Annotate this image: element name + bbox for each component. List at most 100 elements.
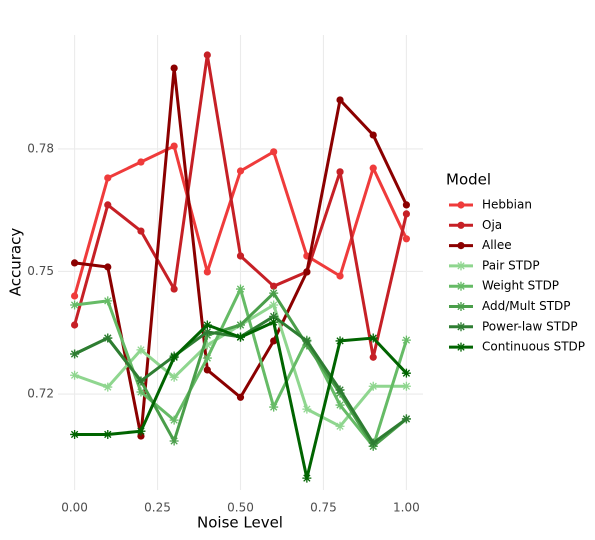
point xyxy=(402,201,411,209)
point xyxy=(335,421,345,431)
point xyxy=(202,327,212,337)
point xyxy=(103,296,113,306)
point xyxy=(236,393,245,401)
point xyxy=(335,385,345,395)
point xyxy=(401,414,411,424)
point xyxy=(269,300,279,310)
point xyxy=(269,402,279,412)
point xyxy=(136,387,146,397)
y-tick-label: 0.78 xyxy=(27,141,54,155)
point xyxy=(137,227,145,235)
point xyxy=(303,268,311,276)
legend-label: Power-law STDP xyxy=(482,319,578,333)
point xyxy=(202,320,212,330)
legend-title: Model xyxy=(446,171,491,189)
point xyxy=(103,429,113,439)
point xyxy=(302,473,312,483)
point xyxy=(368,333,378,343)
legend-label: Weight STDP xyxy=(482,279,559,293)
y-axis-title: Accuracy xyxy=(7,228,25,297)
point xyxy=(270,282,278,290)
point xyxy=(302,336,312,346)
point xyxy=(456,261,466,271)
point xyxy=(236,252,245,260)
point xyxy=(170,142,178,150)
point xyxy=(137,158,145,166)
point xyxy=(456,322,466,332)
point xyxy=(457,221,465,229)
point xyxy=(170,285,178,293)
point xyxy=(369,353,377,361)
point xyxy=(457,242,465,250)
point xyxy=(169,372,179,382)
point xyxy=(456,281,466,291)
point xyxy=(369,164,377,172)
point xyxy=(70,300,80,310)
x-tick-label: 0.75 xyxy=(310,501,337,515)
point xyxy=(269,317,279,327)
legend-label: Add/Mult STDP xyxy=(482,299,571,313)
point xyxy=(302,404,312,414)
point xyxy=(269,288,279,298)
point xyxy=(70,429,80,439)
point xyxy=(104,201,112,209)
y-tick-label: 0.72 xyxy=(27,387,54,401)
point xyxy=(169,415,179,425)
point xyxy=(269,311,279,321)
legend-label: Allee xyxy=(482,238,512,252)
point xyxy=(103,382,113,392)
point xyxy=(169,352,179,362)
x-axis-title: Noise Level xyxy=(197,514,283,532)
point xyxy=(270,148,278,156)
legend-label: Continuous STDP xyxy=(482,340,585,354)
point xyxy=(236,332,245,342)
y-tick-label: 0.75 xyxy=(27,264,54,278)
point xyxy=(456,342,466,352)
point xyxy=(136,426,146,436)
point xyxy=(402,210,411,218)
point xyxy=(70,349,80,359)
point xyxy=(336,96,344,104)
point xyxy=(457,201,465,209)
point xyxy=(136,345,146,355)
point xyxy=(202,340,212,350)
point xyxy=(401,335,411,345)
point xyxy=(368,438,378,448)
point xyxy=(202,353,212,363)
point xyxy=(169,436,179,446)
x-tick-label: 1.00 xyxy=(393,501,420,515)
point xyxy=(236,167,245,175)
point xyxy=(203,51,211,59)
point xyxy=(369,131,377,139)
point xyxy=(104,263,112,271)
x-tick-label: 0.00 xyxy=(61,501,88,515)
point xyxy=(336,272,344,280)
point xyxy=(103,333,113,343)
legend-label: Pair STDP xyxy=(482,258,540,272)
point xyxy=(203,366,211,374)
point xyxy=(70,259,79,267)
point xyxy=(203,268,211,276)
point xyxy=(368,381,378,391)
point xyxy=(104,174,112,182)
point xyxy=(70,292,79,300)
point xyxy=(401,368,411,378)
point xyxy=(70,321,79,329)
point xyxy=(236,284,245,294)
x-tick-label: 0.50 xyxy=(227,501,254,515)
point xyxy=(137,432,145,440)
point xyxy=(236,320,245,330)
series xyxy=(70,317,411,483)
point xyxy=(136,376,146,386)
legend-label: Oja xyxy=(482,218,502,232)
point xyxy=(401,381,411,391)
point xyxy=(402,235,411,243)
legend-label: Hebbian xyxy=(482,198,532,212)
series xyxy=(70,64,411,440)
point xyxy=(270,337,278,345)
point xyxy=(336,168,344,176)
point xyxy=(335,400,345,410)
point xyxy=(70,370,80,380)
point xyxy=(335,336,345,346)
